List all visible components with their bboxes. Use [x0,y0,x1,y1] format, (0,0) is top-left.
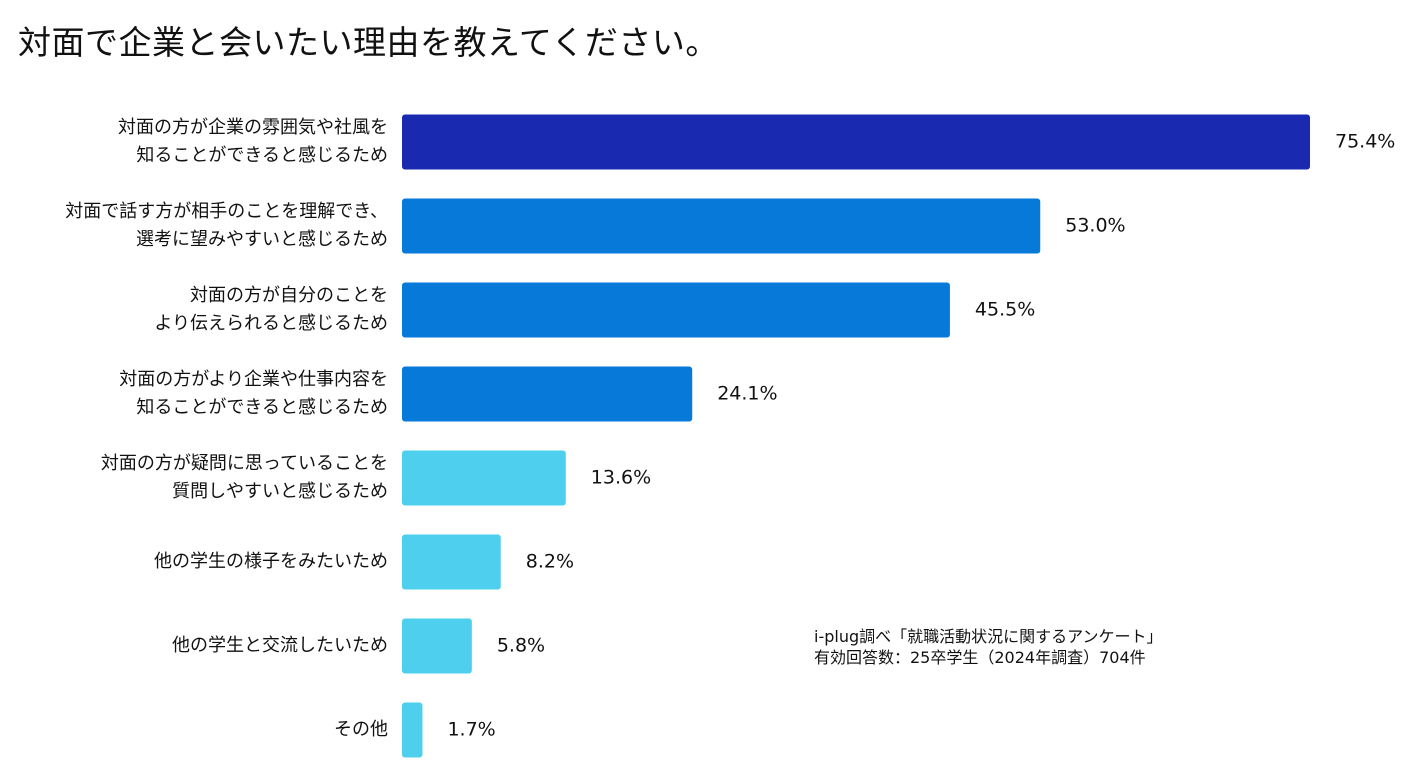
category-label-6-line-1: 他の学生の様子をみたいため [154,551,388,572]
category-label-2-line-2: 選考に望みやすいと感じるため [136,229,388,250]
value-label-7: 5.8% [497,635,545,657]
value-label-1: 75.4% [1335,131,1395,153]
source-note-line-2: 有効回答数：25卒学生（2024年調査）704件 [814,648,1146,667]
category-label-3-line-1: 対面の方が自分のことを [190,285,388,306]
category-label-8-line-1: その他 [334,719,388,740]
bar-7 [402,618,472,674]
bar-3 [402,282,950,338]
value-label-6: 8.2% [526,551,574,573]
bar-5 [402,450,566,506]
value-label-2: 53.0% [1065,215,1125,237]
category-label-5-line-2: 質問しやすいと感じるため [172,481,388,502]
category-label-1-line-2: 知ることができると感じるため [136,145,388,166]
category-label-4-line-2: 知ることができると感じるため [136,397,388,418]
category-label-1-line-1: 対面の方が企業の雰囲気や社風を [118,117,388,138]
value-label-5: 13.6% [591,467,651,489]
chart-title: 対面で企業と会いたい理由を教えてください。 [18,23,719,62]
category-label-3-line-2: より伝えられると感じるため [154,313,388,334]
bar-8 [402,702,423,758]
value-label-4: 24.1% [717,383,777,405]
source-note: i-plug調べ「就職活動状況に関するアンケート」 有効回答数：25卒学生（20… [814,626,1162,668]
source-note-line-1: i-plug調べ「就職活動状況に関するアンケート」 [814,627,1163,646]
category-label-5-line-1: 対面の方が疑問に思っていることを [101,453,388,474]
category-label-7-line-1: 他の学生と交流したいため [172,635,388,656]
bar-4 [402,366,693,422]
bar-6 [402,534,501,590]
category-label-2-line-1: 対面で話す方が相手のことを理解でき、 [65,201,388,222]
category-label-4-line-1: 対面の方がより企業や仕事内容を [119,369,388,390]
bar-2 [402,198,1041,254]
value-label-8: 1.7% [447,719,495,741]
value-label-3: 45.5% [975,299,1035,321]
bar-1 [402,114,1310,170]
